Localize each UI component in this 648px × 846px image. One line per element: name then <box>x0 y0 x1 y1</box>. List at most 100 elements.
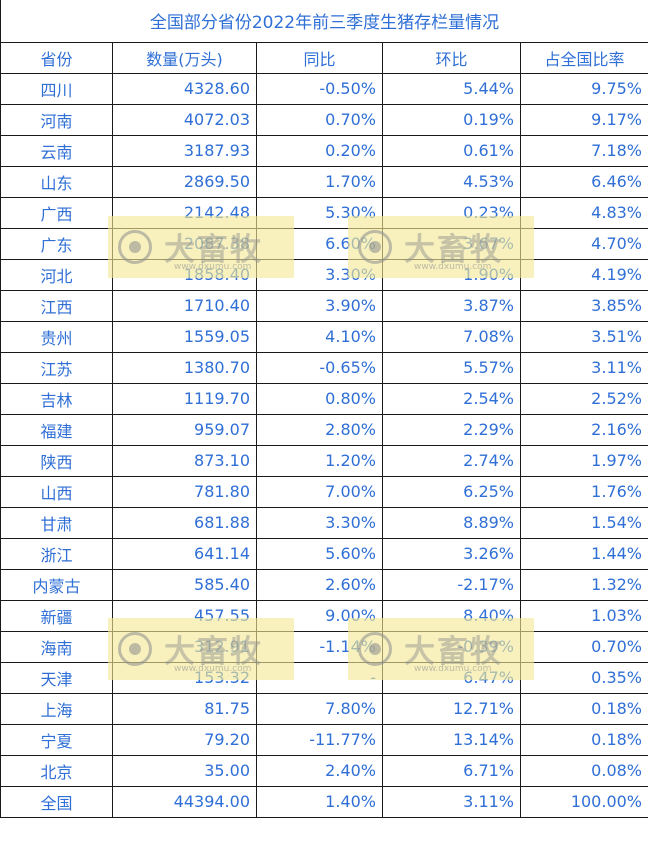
cell-yoy[interactable]: 1.40% <box>256 785 383 818</box>
cell-mom[interactable]: 4.53% <box>382 165 521 198</box>
cell-mom[interactable]: -2.17% <box>382 568 521 601</box>
cell-yoy[interactable]: 3.30% <box>256 258 383 291</box>
cell-quantity[interactable]: 681.88 <box>112 506 257 539</box>
cell-province[interactable]: 云南 <box>0 134 113 167</box>
cell-quantity[interactable]: 3187.93 <box>112 134 257 167</box>
cell-share[interactable]: 0.08% <box>520 754 648 787</box>
cell-share[interactable]: 9.75% <box>520 72 648 105</box>
cell-province[interactable]: 江西 <box>0 289 113 322</box>
cell-yoy[interactable]: 2.60% <box>256 568 383 601</box>
cell-province[interactable]: 天津 <box>0 661 113 694</box>
cell-province[interactable]: 山东 <box>0 165 113 198</box>
cell-province[interactable]: 河北 <box>0 258 113 291</box>
cell-mom[interactable]: 3.87% <box>382 289 521 322</box>
cell-province[interactable]: 甘肃 <box>0 506 113 539</box>
cell-mom[interactable]: 12.71% <box>382 692 521 725</box>
cell-share[interactable]: 0.18% <box>520 692 648 725</box>
cell-mom[interactable]: 8.89% <box>382 506 521 539</box>
cell-quantity[interactable]: 1559.05 <box>112 320 257 353</box>
cell-province[interactable]: 广东 <box>0 227 113 260</box>
cell-share[interactable]: 0.35% <box>520 661 648 694</box>
cell-province[interactable]: 新疆 <box>0 599 113 632</box>
cell-quantity[interactable]: 641.14 <box>112 537 257 570</box>
cell-yoy[interactable]: 4.10% <box>256 320 383 353</box>
cell-share[interactable]: 4.83% <box>520 196 648 229</box>
cell-mom[interactable]: 0.23% <box>382 196 521 229</box>
cell-mom[interactable]: 3.67% <box>382 227 521 260</box>
header-quantity[interactable]: 数量(万头) <box>112 41 257 74</box>
cell-quantity[interactable]: 873.10 <box>112 444 257 477</box>
cell-quantity[interactable]: 2869.50 <box>112 165 257 198</box>
cell-province[interactable]: 山西 <box>0 475 113 508</box>
cell-province[interactable]: 吉林 <box>0 382 113 415</box>
cell-share[interactable]: 2.52% <box>520 382 648 415</box>
cell-mom[interactable]: 3.26% <box>382 537 521 570</box>
cell-share[interactable]: 7.18% <box>520 134 648 167</box>
cell-quantity[interactable]: 153.32 <box>112 661 257 694</box>
cell-yoy[interactable]: 7.00% <box>256 475 383 508</box>
cell-quantity[interactable]: 44394.00 <box>112 785 257 818</box>
cell-yoy[interactable]: 7.80% <box>256 692 383 725</box>
cell-yoy[interactable]: 0.20% <box>256 134 383 167</box>
cell-quantity[interactable]: 457.55 <box>112 599 257 632</box>
cell-yoy[interactable]: 5.30% <box>256 196 383 229</box>
cell-province[interactable]: 福建 <box>0 413 113 446</box>
cell-mom[interactable]: 0.61% <box>382 134 521 167</box>
cell-share[interactable]: 100.00% <box>520 785 648 818</box>
cell-province[interactable]: 浙江 <box>0 537 113 570</box>
cell-yoy[interactable]: 5.60% <box>256 537 383 570</box>
cell-yoy[interactable]: -0.50% <box>256 72 383 105</box>
cell-mom[interactable]: 13.14% <box>382 723 521 756</box>
cell-yoy[interactable]: -0.65% <box>256 351 383 384</box>
cell-mom[interactable]: 5.57% <box>382 351 521 384</box>
cell-quantity[interactable]: 585.40 <box>112 568 257 601</box>
cell-mom[interactable]: 5.44% <box>382 72 521 105</box>
cell-province[interactable]: 广西 <box>0 196 113 229</box>
cell-yoy[interactable]: 0.80% <box>256 382 383 415</box>
cell-yoy[interactable]: 2.80% <box>256 413 383 446</box>
cell-province[interactable]: 北京 <box>0 754 113 787</box>
cell-mom[interactable]: 2.54% <box>382 382 521 415</box>
cell-yoy[interactable]: -11.77% <box>256 723 383 756</box>
table-title[interactable]: 全国部分省份2022年前三季度生猪存栏量情况 <box>0 0 648 43</box>
header-mom[interactable]: 环比 <box>382 41 521 74</box>
cell-mom[interactable]: 3.11% <box>382 785 521 818</box>
cell-mom[interactable]: 0.19% <box>382 103 521 136</box>
cell-share[interactable]: 2.16% <box>520 413 648 446</box>
cell-share[interactable]: 1.54% <box>520 506 648 539</box>
cell-mom[interactable]: 6.25% <box>382 475 521 508</box>
cell-yoy[interactable]: 6.60% <box>256 227 383 260</box>
cell-yoy[interactable]: 2.40% <box>256 754 383 787</box>
cell-yoy[interactable]: 9.00% <box>256 599 383 632</box>
cell-quantity[interactable]: 4328.60 <box>112 72 257 105</box>
cell-quantity[interactable]: 2142.48 <box>112 196 257 229</box>
cell-province[interactable]: 河南 <box>0 103 113 136</box>
cell-share[interactable]: 1.97% <box>520 444 648 477</box>
cell-province[interactable]: 海南 <box>0 630 113 663</box>
cell-quantity[interactable]: 2087.38 <box>112 227 257 260</box>
cell-share[interactable]: 4.70% <box>520 227 648 260</box>
header-province[interactable]: 省份 <box>0 41 113 74</box>
cell-share[interactable]: 0.70% <box>520 630 648 663</box>
cell-mom[interactable]: 1.90% <box>382 258 521 291</box>
cell-province[interactable]: 全国 <box>0 785 113 818</box>
cell-share[interactable]: 1.44% <box>520 537 648 570</box>
cell-quantity[interactable]: 312.91 <box>112 630 257 663</box>
cell-quantity[interactable]: 781.80 <box>112 475 257 508</box>
cell-quantity[interactable]: 959.07 <box>112 413 257 446</box>
cell-yoy[interactable]: 3.30% <box>256 506 383 539</box>
cell-share[interactable]: 4.19% <box>520 258 648 291</box>
cell-quantity[interactable]: 35.00 <box>112 754 257 787</box>
cell-quantity[interactable]: 1710.40 <box>112 289 257 322</box>
cell-share[interactable]: 1.03% <box>520 599 648 632</box>
cell-quantity[interactable]: 1380.70 <box>112 351 257 384</box>
cell-share[interactable]: 3.51% <box>520 320 648 353</box>
cell-province[interactable]: 内蒙古 <box>0 568 113 601</box>
cell-province[interactable]: 上海 <box>0 692 113 725</box>
cell-quantity[interactable]: 81.75 <box>112 692 257 725</box>
cell-quantity[interactable]: 1119.70 <box>112 382 257 415</box>
cell-share[interactable]: 1.32% <box>520 568 648 601</box>
cell-share[interactable]: 0.18% <box>520 723 648 756</box>
cell-mom[interactable]: -0.39% <box>382 630 521 663</box>
cell-mom[interactable]: 2.29% <box>382 413 521 446</box>
